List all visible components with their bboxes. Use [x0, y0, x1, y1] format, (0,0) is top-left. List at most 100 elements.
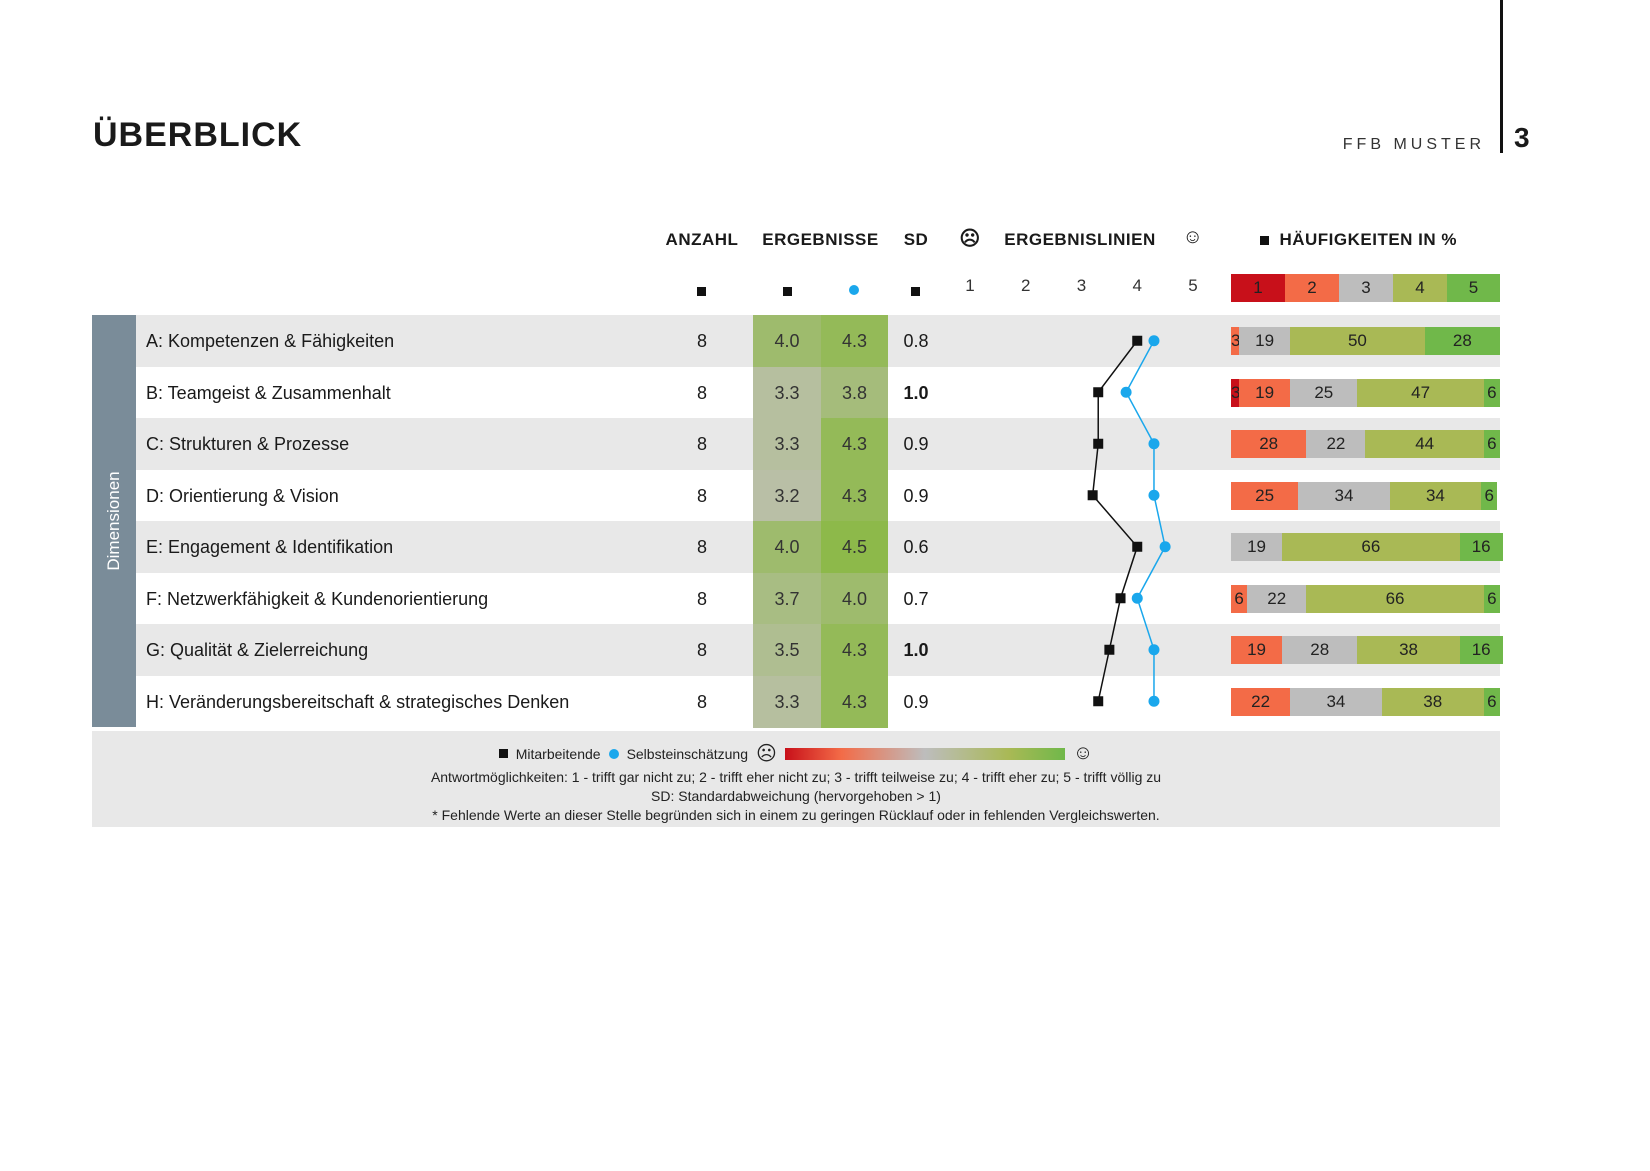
- freq-scale-3: 3: [1339, 274, 1393, 302]
- freq-scale-5: 5: [1447, 274, 1500, 302]
- table-row: B: Teamgeist & Zusammenhalt 8 3.3 3.8 1.…: [136, 366, 1500, 419]
- sd-value: 0.9: [903, 691, 929, 712]
- anzahl-value: 8: [696, 537, 707, 557]
- legend-selbst: Selbsteinschätzung: [626, 745, 748, 762]
- freq-segment-5: 6: [1483, 687, 1500, 716]
- header-anzahl: ANZAHL: [665, 230, 739, 249]
- page-number: 3: [1514, 122, 1530, 153]
- freq-segment-4: 66: [1306, 584, 1484, 613]
- frequency-bar: 28 22 44 6: [1231, 430, 1500, 458]
- freq-segment-2: 3: [1231, 327, 1240, 355]
- result-mitarbeitende: 4.0: [753, 315, 821, 367]
- header-ergebnisse: ERGEBNISSE: [762, 230, 879, 249]
- dimension-label: H: Veränderungsbereitschaft & strategisc…: [146, 691, 570, 712]
- result-selbst: 4.3: [821, 624, 888, 676]
- header-sd: SD: [903, 230, 929, 249]
- freq-segment-3: 34: [1290, 687, 1382, 716]
- frequency-bar: 3 19 25 47 6: [1231, 378, 1500, 407]
- dimension-label: D: Orientierung & Vision: [146, 485, 339, 506]
- color-gradient: [784, 747, 1065, 760]
- result-selbst: 4.5: [821, 521, 888, 573]
- result-selbst: 4.3: [821, 315, 888, 367]
- freq-segment-5: 6: [1483, 378, 1500, 407]
- anzahl-value: 8: [696, 382, 707, 403]
- freq-segment-2: 19: [1239, 378, 1291, 407]
- legend-mitarbeitende: Mitarbeitende: [515, 745, 601, 762]
- freq-segment-4: 38: [1381, 687, 1484, 716]
- result-mitarbeitende: 3.3: [753, 418, 821, 470]
- result-mitarbeitende: 3.7: [753, 572, 821, 625]
- sd-value: 0.8: [903, 331, 929, 351]
- dimension-label: E: Engagement & Identifikation: [146, 537, 394, 557]
- table-row: F: Netzwerkfähigkeit & Kundenorientierun…: [136, 572, 1500, 625]
- sd-value: 0.6: [903, 537, 929, 557]
- freq-segment-4: 38: [1357, 636, 1460, 664]
- anzahl-value: 8: [696, 331, 707, 351]
- table-row: C: Strukturen & Prozesse 8 3.3 4.3 0.9 2…: [136, 418, 1500, 470]
- anzahl-value: 8: [696, 640, 707, 660]
- anzahl-value: 8: [696, 434, 707, 454]
- result-mitarbeitende: 4.0: [753, 521, 821, 573]
- freq-segment-5: 16: [1459, 533, 1503, 561]
- table-row: H: Veränderungsbereitschaft & strategisc…: [136, 675, 1500, 728]
- freq-segment-4: 44: [1365, 430, 1484, 458]
- header-freq-label: HÄUFIGKEITEN IN %: [1279, 230, 1458, 249]
- freq-segment-3: 25: [1290, 378, 1358, 407]
- table-row: G: Qualität & Zielerreichung 8 3.5 4.3 1…: [136, 624, 1503, 676]
- divider: [1500, 0, 1503, 153]
- dot-icon: [849, 280, 859, 300]
- square-icon: [783, 281, 792, 301]
- legend-box: Mitarbeitende Selbsteinschätzung ☹ ☺ Antw…: [92, 731, 1500, 827]
- scale-number: 3: [1076, 276, 1087, 295]
- result-mitarbeitende: 3.3: [753, 366, 821, 419]
- result-selbst: 3.8: [821, 366, 888, 419]
- freq-segment-3: 34: [1298, 481, 1390, 510]
- freq-segment-3: 22: [1247, 584, 1307, 613]
- freq-segment-2: 22: [1231, 687, 1291, 716]
- result-selbst: 4.3: [821, 418, 888, 470]
- freq-segment-4: 34: [1389, 481, 1482, 510]
- anzahl-value: 8: [696, 588, 707, 609]
- scale-number: 5: [1188, 276, 1198, 295]
- header-haeufigkeiten: HÄUFIGKEITEN IN %: [1260, 230, 1500, 250]
- sd-value: 0.9: [903, 485, 929, 506]
- frequency-bar: 3 19 50 28: [1231, 327, 1500, 355]
- result-mitarbeitende: 3.2: [753, 469, 821, 522]
- freq-segment-5: 6: [1483, 430, 1500, 458]
- freq-segment-5: 6: [1483, 584, 1500, 613]
- scale-number: 2: [1021, 276, 1031, 295]
- freq-segment-3: 19: [1239, 327, 1291, 355]
- dot-icon: [608, 748, 619, 759]
- scale-number: 1: [965, 276, 975, 295]
- freq-scale-2: 2: [1285, 274, 1339, 302]
- anzahl-value: 8: [696, 691, 707, 712]
- dimension-label: C: Strukturen & Prozesse: [146, 434, 350, 454]
- frequency-bar: 25 34 34 6: [1231, 481, 1498, 510]
- sd-value: 0.9: [903, 434, 929, 454]
- sad-face-icon: ☹: [755, 743, 777, 765]
- square-icon: [911, 281, 920, 301]
- freq-scale-4: 4: [1393, 274, 1447, 302]
- freq-segment-1: 3: [1231, 378, 1240, 407]
- square-icon: [697, 281, 706, 301]
- freq-scale-1: 1: [1231, 274, 1285, 302]
- freq-segment-4: 47: [1357, 378, 1484, 407]
- frequency-bar: 19 66 16: [1231, 533, 1503, 561]
- frequency-bar: 22 34 38 6: [1231, 687, 1500, 716]
- header-ergebnislinien: ERGEBNISLINIEN: [1004, 230, 1156, 249]
- legend-line: * Fehlende Werte an dieser Stelle begrün…: [432, 807, 1160, 823]
- result-mitarbeitende: 3.5: [753, 624, 821, 676]
- frequency-bar: 19 28 38 16: [1231, 636, 1503, 664]
- freq-segment-2: 28: [1231, 430, 1307, 458]
- freq-segment-5: 28: [1424, 327, 1500, 355]
- square-icon: [498, 749, 508, 758]
- freq-segment-3: 22: [1306, 430, 1366, 458]
- sd-value: 1.0: [903, 640, 929, 660]
- happy-face-icon: ☺: [1182, 226, 1204, 248]
- happy-face-icon: ☺: [1072, 742, 1094, 764]
- table-row: D: Orientierung & Vision 8 3.2 4.3 0.9 2…: [136, 469, 1500, 522]
- freq-segment-4: 50: [1290, 327, 1425, 355]
- table-row: A: Kompetenzen & Fähigkeiten 8 4.0 4.3 0…: [136, 315, 1500, 367]
- dimension-label: F: Netzwerkfähigkeit & Kundenorientierun…: [146, 588, 489, 609]
- sd-value: 0.7: [903, 588, 929, 609]
